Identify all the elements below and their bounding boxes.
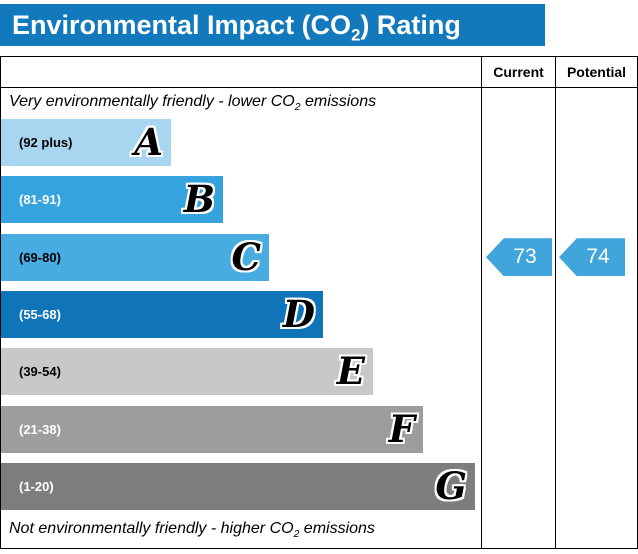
current-rating-marker: 73 <box>486 238 552 277</box>
current-rating-value: 73 <box>513 245 537 269</box>
potential-rating-marker: 74 <box>559 238 625 277</box>
chart-header-row: Current Potential <box>1 57 637 88</box>
title-text-end: ) Rating <box>360 10 461 40</box>
band-g: (1-20) G <box>1 462 481 510</box>
band-bar-a: (92 plus) A <box>1 119 171 167</box>
band-letter: A <box>134 120 163 165</box>
band-bar-g: (1-20) G <box>1 462 475 510</box>
band-b: (81-91) B <box>1 176 481 224</box>
band-c: (69-80) C <box>1 233 481 281</box>
band-e: (39-54) E <box>1 348 481 396</box>
epc-environmental-impact-chart: Environmental Impact (CO2) Rating Curren… <box>0 4 638 549</box>
band-bar-e: (39-54) E <box>1 348 373 396</box>
current-column: 73 <box>481 88 555 548</box>
chart-body: Very environmentally friendly - lower CO… <box>1 88 637 548</box>
rating-bands: (92 plus) A (81-91) B (69-80) C (55-68) D (39-54… <box>1 116 481 514</box>
band-letter: C <box>231 234 261 279</box>
band-f: (21-38) F <box>1 405 481 453</box>
top-note: Very environmentally friendly - lower CO… <box>1 88 481 116</box>
band-letter: B <box>183 177 215 222</box>
band-range-label: (69-80) <box>19 249 61 265</box>
band-range-label: (55-68) <box>19 306 61 322</box>
band-bar-b: (81-91) B <box>1 176 223 224</box>
rating-chart: Current Potential Very environmentally f… <box>0 56 638 549</box>
band-letter: G <box>435 463 467 508</box>
title-text: Environmental Impact (CO <box>12 10 352 40</box>
band-bar-f: (21-38) F <box>1 405 423 453</box>
current-column-header: Current <box>481 57 555 87</box>
bands-column: Very environmentally friendly - lower CO… <box>1 88 481 548</box>
header-spacer <box>1 57 481 87</box>
bottom-note-subscript: 2 <box>293 529 300 540</box>
potential-column: 74 <box>555 88 637 548</box>
page-title: Environmental Impact (CO2) Rating <box>0 4 545 46</box>
potential-rating-value: 74 <box>586 245 610 269</box>
band-bar-c: (69-80) C <box>1 233 269 281</box>
band-letter: F <box>388 406 415 451</box>
band-range-label: (39-54) <box>19 364 61 380</box>
band-range-label: (21-38) <box>19 421 61 437</box>
band-d: (55-68) D <box>1 290 481 338</box>
band-a: (92 plus) A <box>1 119 481 167</box>
top-note-text-end: emissions <box>300 93 377 110</box>
title-subscript: 2 <box>351 25 361 45</box>
band-bar-d: (55-68) D <box>1 290 323 338</box>
band-letter: D <box>282 291 315 336</box>
top-note-text: Very environmentally friendly - lower CO <box>9 93 295 110</box>
band-range-label: (92 plus) <box>19 135 73 151</box>
potential-column-header: Potential <box>555 57 637 87</box>
bottom-note-text: Not environmentally friendly - higher CO <box>9 519 294 537</box>
top-note-subscript: 2 <box>294 102 301 114</box>
band-range-label: (81-91) <box>19 192 61 208</box>
bottom-note: Not environmentally friendly - higher CO… <box>1 514 481 548</box>
bottom-note-text-end: emissions <box>299 519 375 537</box>
band-range-label: (1-20) <box>19 478 54 494</box>
band-letter: E <box>336 349 365 394</box>
